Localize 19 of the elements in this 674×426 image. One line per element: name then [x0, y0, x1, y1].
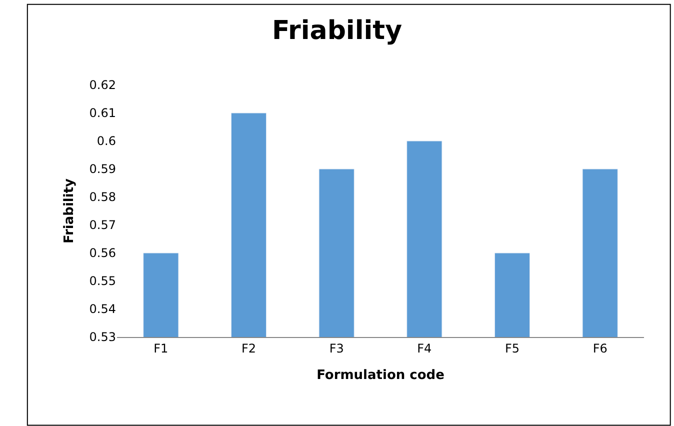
x-axis-title: Formulation code	[316, 368, 445, 383]
y-tick-label: 0.56	[89, 246, 116, 260]
x-tick-label: F5	[504, 341, 520, 356]
x-tick-label: F4	[417, 341, 432, 356]
chart-title: Friability	[272, 16, 402, 46]
y-tick-label: 0.55	[89, 274, 116, 288]
y-tick-label: 0.53	[89, 330, 116, 344]
y-tick-label: 0.62	[89, 78, 116, 92]
x-tick-label: F6	[592, 341, 608, 356]
y-tick-label: 0.54	[89, 302, 116, 316]
y-axis-title: Friability	[62, 178, 78, 244]
x-tick-label: F2	[241, 341, 256, 356]
x-tick-label: F3	[329, 341, 344, 356]
y-tick-label: 0.57	[89, 218, 116, 232]
x-tick-label: F1	[154, 341, 168, 356]
y-tick-label: 0.61	[89, 106, 116, 120]
y-tick-label: 0.59	[89, 162, 116, 176]
y-tick-label: 0.6	[96, 134, 116, 148]
y-tick-label: 0.58	[89, 190, 116, 204]
